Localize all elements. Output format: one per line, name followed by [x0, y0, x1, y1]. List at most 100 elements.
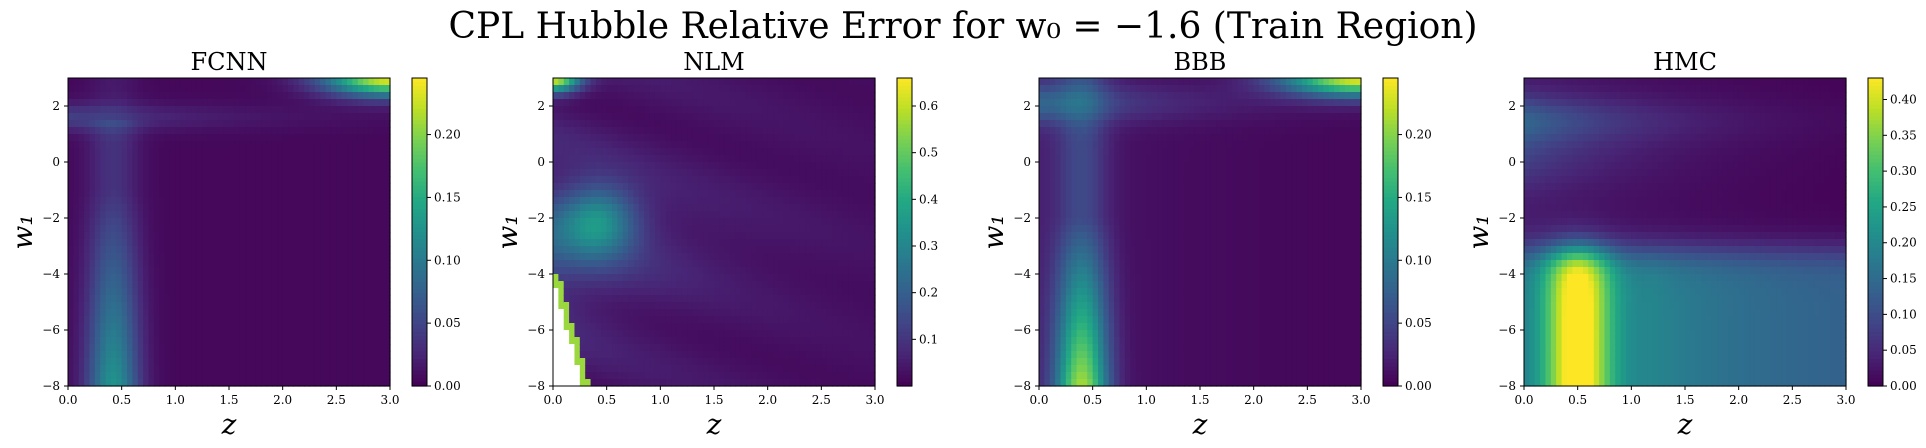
heatmap-cell — [585, 127, 592, 135]
heatmap-cell — [169, 134, 176, 142]
heatmap-cell — [595, 344, 602, 352]
heatmap-cell — [169, 267, 176, 275]
heatmap-cell — [255, 141, 262, 149]
heatmap-cell — [202, 106, 209, 114]
heatmap-cell — [601, 239, 608, 247]
heatmap-cell — [116, 372, 123, 380]
heatmap-cell — [132, 169, 139, 177]
heatmap-cell — [121, 253, 128, 261]
heatmap-cell — [169, 162, 176, 170]
heatmap-cell — [767, 141, 774, 149]
colorbar-segment — [412, 282, 427, 287]
heatmap-cell — [121, 267, 128, 275]
heatmap-cell — [379, 85, 386, 93]
heatmap-cell — [368, 379, 375, 387]
heatmap-cell — [196, 78, 203, 86]
heatmap-cell — [681, 323, 688, 331]
heatmap-cell — [218, 197, 225, 205]
heatmap-cell — [121, 218, 128, 226]
heatmap-cell — [558, 316, 565, 324]
heatmap-cell — [714, 309, 720, 317]
heatmap-cell — [89, 295, 96, 303]
heatmap-cell — [799, 232, 806, 240]
heatmap-cell — [271, 372, 278, 380]
heatmap-cell — [665, 85, 672, 93]
heatmap-cell — [137, 225, 144, 233]
heatmap-cell — [660, 197, 667, 205]
heatmap-cell — [212, 176, 219, 184]
heatmap-cell — [121, 281, 128, 289]
heatmap-cell — [180, 267, 187, 275]
heatmap-cell — [325, 127, 332, 135]
heatmap-cell — [783, 211, 790, 219]
heatmap-cell — [229, 330, 235, 338]
heatmap-cell — [789, 134, 796, 142]
heatmap-cell — [574, 183, 581, 191]
heatmap-cell — [810, 169, 817, 177]
heatmap-cell — [212, 197, 219, 205]
heatmap-cell — [617, 288, 624, 296]
heatmap-cell — [644, 344, 651, 352]
heatmap-cell — [127, 253, 133, 261]
heatmap-cell — [606, 85, 613, 93]
heatmap-cell — [622, 155, 629, 163]
heatmap-cell — [180, 113, 187, 121]
heatmap-cell — [665, 316, 672, 324]
heatmap-cell — [773, 337, 779, 345]
heatmap-cell — [714, 379, 720, 387]
heatmap-cell — [671, 92, 678, 100]
heatmap-cell — [218, 134, 225, 142]
heatmap-cell — [735, 134, 742, 142]
heatmap-cell — [595, 323, 602, 331]
heatmap-cell — [730, 344, 737, 352]
heatmap-cell — [73, 99, 80, 107]
heatmap-cell — [569, 78, 576, 86]
heatmap-cell — [799, 204, 806, 212]
heatmap-cell — [553, 218, 559, 226]
heatmap-cell — [320, 176, 327, 184]
heatmap-cell — [767, 330, 774, 338]
colorbar-segment — [412, 108, 427, 114]
colorbar-tick-label: 0.10 — [434, 253, 461, 267]
heatmap-cell — [250, 141, 257, 149]
heatmap-cell — [89, 148, 96, 156]
heatmap-cell — [330, 379, 337, 387]
heatmap-cell — [697, 316, 704, 324]
heatmap-cell — [805, 246, 812, 254]
heatmap-cell — [563, 204, 570, 212]
heatmap-cell — [767, 162, 774, 170]
heatmap-cell — [373, 309, 380, 317]
heatmap-cell — [116, 239, 123, 247]
heatmap-cell — [121, 232, 128, 240]
heatmap-cell — [794, 155, 801, 163]
heatmap-cell — [277, 379, 284, 387]
heatmap-cell — [373, 232, 380, 240]
heatmap-cell — [767, 148, 774, 156]
heatmap-cell — [336, 288, 343, 296]
heatmap-cell — [314, 232, 321, 240]
heatmap-cell — [384, 309, 391, 317]
heatmap-cell — [202, 197, 209, 205]
heatmap-cell — [558, 351, 565, 359]
heatmap-cell — [207, 365, 214, 373]
heatmap-cell — [212, 351, 219, 359]
heatmap-cell — [767, 302, 774, 310]
heatmap-cell — [676, 148, 683, 156]
heatmap-cell — [778, 141, 785, 149]
heatmap-cell — [320, 148, 327, 156]
heatmap-cell — [708, 183, 715, 191]
heatmap-cell — [719, 218, 726, 226]
heatmap-cell — [116, 197, 123, 205]
heatmap-cell — [724, 127, 731, 135]
heatmap-cell — [143, 127, 150, 135]
heatmap-cell — [553, 281, 559, 289]
heatmap-cell — [132, 148, 139, 156]
heatmap-cell — [676, 253, 683, 261]
heatmap-cell — [735, 176, 742, 184]
heatmap-cell — [649, 225, 656, 233]
heatmap-cell — [261, 85, 268, 93]
heatmap-cell — [293, 225, 300, 233]
heatmap-cell — [218, 113, 225, 121]
heatmap-cell — [563, 197, 570, 205]
heatmap-cell — [347, 176, 354, 184]
